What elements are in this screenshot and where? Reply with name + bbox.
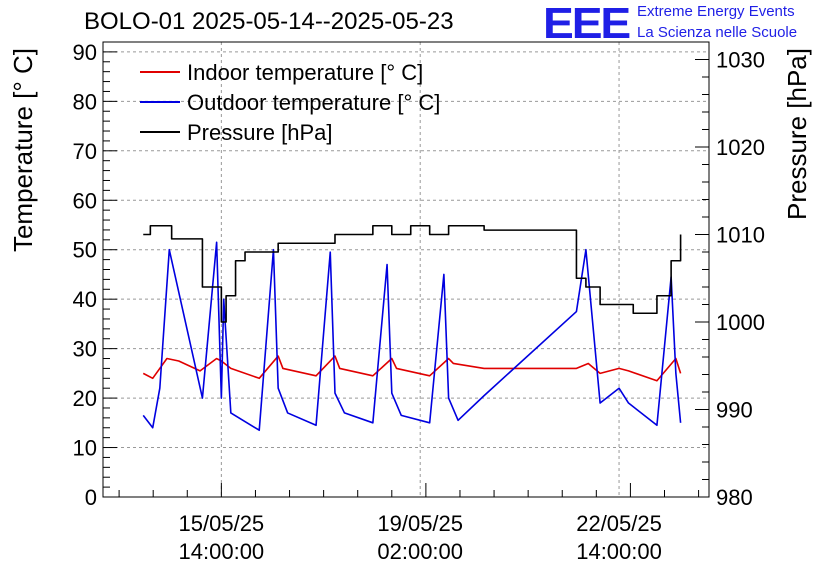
axes: 0102030405060708090980990100010101020103… [8,40,812,564]
grid-lines [103,42,709,497]
outdoor-series-line [142,241,682,432]
y2-tick-label: 1000 [716,310,765,335]
x-tick-label-date: 22/05/25 [576,511,662,536]
y2-tick-label: 1010 [716,223,765,248]
y-tick-label: 30 [73,337,97,362]
legend-label-outdoor: Outdoor temperature [° C] [187,90,440,115]
logo-line-1: Extreme Energy Events [637,3,795,20]
x-tick-label-date: 19/05/25 [377,511,463,536]
y-tick-label: 0 [85,485,97,510]
y-tick-label: 90 [73,40,97,65]
y-tick-label: 70 [73,139,97,164]
x-tick-label-time: 02:00:00 [377,539,463,564]
y2-tick-label: 990 [716,398,753,423]
x-tick-label-time: 14:00:00 [576,539,662,564]
chart-title: BOLO-01 2025-05-14--2025-05-23 [84,8,454,35]
x-tick-label-time: 14:00:00 [179,539,265,564]
series-layer [142,224,682,432]
logo-line-2: La Scienza nelle Scuole [637,24,798,41]
eee-logo: EEE Extreme Energy Events La Scienza nel… [543,2,797,46]
y-tick-label: 40 [73,287,97,312]
y2-tick-label: 1020 [716,135,765,160]
y-axis-title: Temperature [° C] [8,48,38,252]
x-tick-label-date: 15/05/25 [179,511,265,536]
y-tick-label: 80 [73,89,97,114]
y2-tick-label: 1030 [716,48,765,73]
legend: Indoor temperature [° C] Outdoor temperat… [140,60,440,145]
legend-label-indoor: Indoor temperature [° C] [187,60,423,85]
y-tick-label: 20 [73,386,97,411]
y-tick-label: 60 [73,188,97,213]
y-tick-label: 10 [73,436,97,461]
logo-mark: EEE [543,0,631,48]
legend-label-pressure: Pressure [hPa] [187,120,333,145]
y2-axis-title: Pressure [hPa] [782,48,812,220]
indoor-series-line [142,355,682,382]
y-tick-label: 50 [73,238,97,263]
y2-tick-label: 980 [716,485,753,510]
pressure-series-line [143,224,682,323]
